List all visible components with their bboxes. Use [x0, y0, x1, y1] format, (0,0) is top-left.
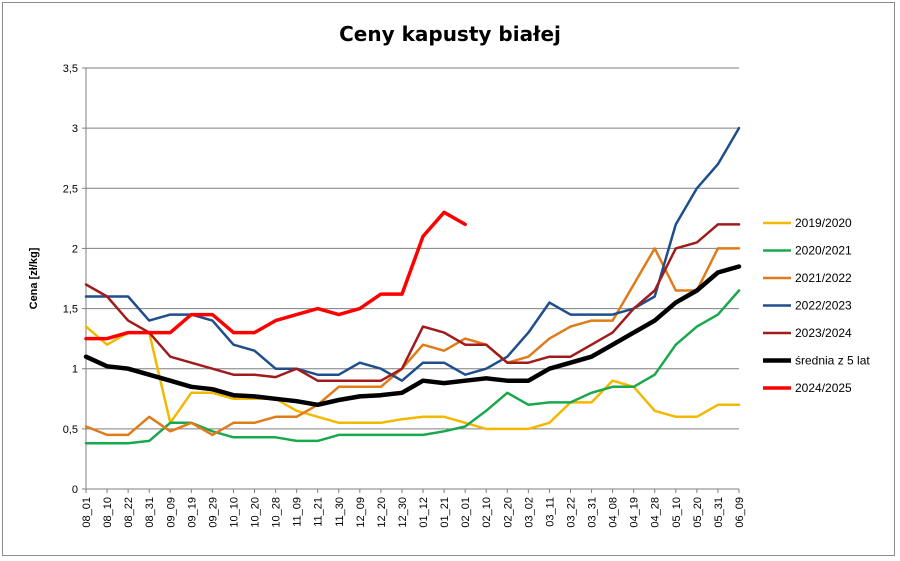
- x-tick-label: 10_28: [271, 497, 283, 528]
- x-tick-label: 10_20: [250, 497, 262, 528]
- chart-title: Ceny kapusty białej: [339, 22, 561, 46]
- x-tick-label: 02_20: [502, 497, 514, 528]
- x-tick-label: 08_22: [123, 497, 135, 528]
- legend-label: 2021/2022: [795, 271, 852, 285]
- x-tick-label: 12_20: [376, 497, 388, 528]
- x-tick-label: 09_09: [165, 497, 177, 528]
- series-line: [84, 325, 741, 431]
- x-tick-label: 11_09: [292, 497, 304, 527]
- legend-label: 2023/2024: [795, 326, 852, 340]
- axes: 0 0,5 1 1,5 2 2,5 3 3,5 08_01 08_10 08_22 08_31 09_0…: [63, 63, 746, 528]
- chart-frame: [2, 2, 895, 556]
- legend-label: 2019/2020: [795, 216, 852, 230]
- x-tick-label: 11_21: [313, 497, 325, 527]
- y-axis-label: Cena [zł/kg]: [28, 247, 40, 309]
- series-line: [84, 210, 467, 341]
- legend-label: 2020/2021: [795, 244, 852, 258]
- legend-label: średnia z 5 lat: [795, 354, 870, 368]
- x-tick-label: 11_30: [334, 497, 346, 527]
- x-tick-label: 02_01: [460, 497, 472, 528]
- y-tick-label: 3,5: [63, 63, 78, 75]
- x-tick-label: 12_30: [397, 497, 409, 528]
- y-tick-label: 1,5: [63, 304, 78, 316]
- x-tick-label: 10_10: [228, 497, 240, 528]
- x-tick-label: 05_31: [713, 497, 725, 528]
- y-tick-label: 3: [72, 123, 78, 135]
- x-tick-label: 08_10: [102, 497, 114, 528]
- series-line: [84, 247, 741, 437]
- x-tick-label: 03_22: [565, 497, 577, 528]
- x-tick-label: 08_01: [81, 497, 93, 528]
- series-line: [83, 264, 742, 408]
- x-tick-label: 01_12: [418, 497, 430, 528]
- y-tick-label: 2,5: [63, 183, 78, 195]
- y-tick-label: 0: [72, 484, 78, 496]
- x-tick-label: 05_10: [671, 497, 683, 528]
- legend-label: 2022/2023: [795, 299, 852, 313]
- legend-label: 2024/2025: [795, 381, 852, 395]
- x-tick-label: 08_31: [144, 497, 156, 528]
- x-tick-label: 02_10: [481, 497, 493, 528]
- x-tick-label: 03_02: [523, 497, 535, 528]
- series-line: [84, 126, 741, 382]
- x-tick-label: 01_21: [439, 497, 451, 528]
- x-tick-label: 03_31: [587, 497, 599, 528]
- x-tick-label: 03_11: [544, 497, 556, 527]
- series-lines: [83, 126, 742, 445]
- x-tick-label: 05_20: [692, 497, 704, 528]
- x-tick-label: 09_19: [186, 497, 198, 528]
- y-tick-label: 2: [72, 243, 78, 255]
- series-line: [84, 223, 741, 382]
- x-tick-label: 04_08: [608, 497, 620, 528]
- x-tick-label: 12_09: [355, 497, 367, 528]
- x-tick-label: 04_19: [629, 497, 641, 528]
- y-tick-label: 1: [72, 364, 78, 376]
- legend: 2019/2020 2020/2021 2021/2022 2022/2023 2023…: [763, 216, 870, 395]
- y-tick-label: 0,5: [63, 424, 78, 436]
- x-tick-label: 06_09: [734, 497, 746, 528]
- x-tick-label: 04_28: [650, 497, 662, 528]
- x-tick-label: 09_29: [207, 497, 219, 528]
